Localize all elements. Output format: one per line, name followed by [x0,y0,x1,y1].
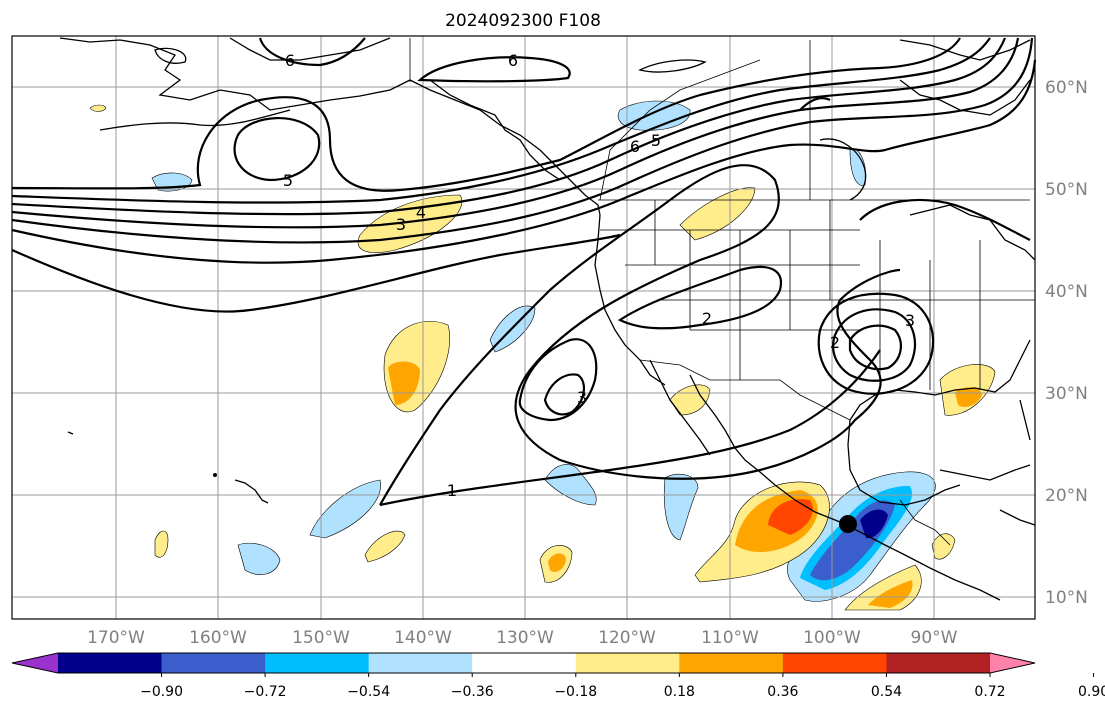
contours [11,37,1037,507]
lon-label: 170°W [87,628,145,648]
lat-label: 20°N [1045,486,1088,506]
lat-label: 10°N [1045,588,1088,608]
lon-label: 150°W [292,628,350,648]
colorbar-tick-label: 0.54 [871,684,902,700]
contour-label: 6 [285,51,295,70]
colorbar-segment [575,653,680,673]
storm-center-marker [839,515,857,533]
contour-label: 5 [283,171,293,190]
colorbar-extend-low [12,653,58,673]
contour-label: 5 [651,131,661,150]
coastlines [59,37,1036,601]
lon-label: 160°W [189,628,247,648]
graticule [12,36,1035,619]
colorbar-segment [161,653,266,673]
lat-label: 30°N [1045,384,1088,404]
lon-label: 120°W [598,628,656,648]
colorbar-tick-label: −0.72 [244,684,287,700]
lat-label: 60°N [1045,78,1088,98]
colorbar-segment [58,653,163,673]
contour-label: 6 [630,137,640,156]
colorbar-extend-high [990,653,1035,673]
lon-label: 100°W [803,628,861,648]
contour-label: 4 [416,203,426,222]
contour-labels: 6 6 5 4 3 6 5 2 3 3 2 1 [283,51,915,500]
lon-label: 110°W [701,628,759,648]
colorbar: −0.90 −0.72 −0.54 −0.36 −0.18 0.18 0.36 0.54 0.7… [11,652,1105,700]
colorbar-tick-label: −0.90 [140,684,183,700]
map-area: 6 6 5 4 3 6 5 2 3 3 2 1 [11,36,1037,619]
contour-label: 2 [702,309,712,328]
map-title: 2024092300 F108 [445,11,601,31]
lon-label: 90°W [911,628,958,648]
lon-label: 130°W [496,628,554,648]
contour-label: 3 [577,388,587,407]
colorbar-segment [265,653,370,673]
colorbar-segment [368,653,473,673]
colorbar-segment [472,653,577,673]
contour-label: 3 [396,215,406,234]
contour-label: 6 [508,51,518,70]
colorbar-segment [782,653,887,673]
latitude-labels: 60°N 50°N 40°N 30°N 20°N 10°N [1045,78,1088,608]
lon-label: 140°W [394,628,452,648]
lat-label: 40°N [1045,282,1088,302]
colorbar-outline [11,652,1036,674]
colorbar-segment [886,653,991,673]
colorbar-tick-label: 0.36 [767,684,798,700]
colorbar-tick-label: −0.36 [451,684,494,700]
contour-label: 3 [905,311,915,330]
colorbar-tick-label: −0.18 [554,684,597,700]
colorbar-tick-label: 0.72 [974,684,1005,700]
colorbar-tick-label: 0.18 [664,684,695,700]
contour-label: 1 [447,481,457,500]
colorbar-tick-label: 0.90 [1078,684,1105,700]
colorbar-segment [679,653,784,673]
contour-label: 2 [830,333,840,352]
longitude-labels: 170°W 160°W 150°W 140°W 130°W 120°W 110°… [87,628,958,648]
map-frame [11,35,1036,620]
lat-label: 50°N [1045,180,1088,200]
colorbar-tick-label: −0.54 [347,684,390,700]
